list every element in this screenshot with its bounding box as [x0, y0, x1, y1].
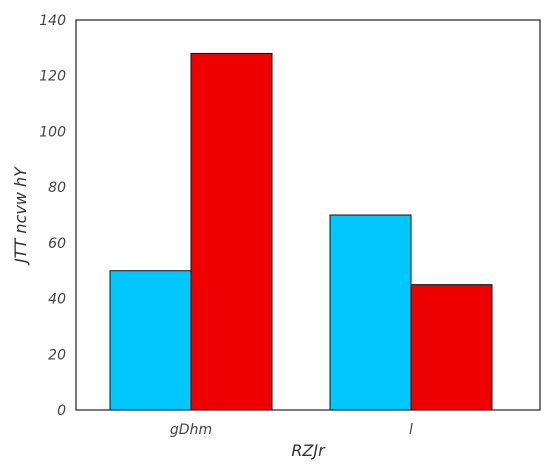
- bars-layer: [110, 53, 492, 410]
- y-tick-label: 100: [39, 124, 66, 140]
- x-tick-label: gDhm: [170, 422, 212, 438]
- y-axis-title: JTT ncvw hY: [11, 166, 30, 266]
- bar: [330, 215, 411, 410]
- bar: [110, 271, 191, 410]
- bar: [411, 285, 492, 410]
- y-tick-label: 20: [48, 347, 66, 363]
- y-tick-label: 120: [39, 69, 66, 85]
- y-tick-label: 0: [57, 403, 66, 419]
- y-tick-label: 80: [48, 180, 66, 196]
- x-axis-ticks: gDhm l: [170, 422, 413, 438]
- y-tick-label: 40: [48, 292, 66, 308]
- x-axis-title: RZJr: [291, 441, 326, 460]
- y-axis-ticks: 0 20 40 60 80 100 120 140: [39, 13, 66, 419]
- x-tick-label: l: [409, 422, 413, 438]
- y-tick-label: 140: [39, 13, 66, 29]
- y-tick-label: 60: [48, 236, 66, 252]
- bar: [191, 53, 272, 410]
